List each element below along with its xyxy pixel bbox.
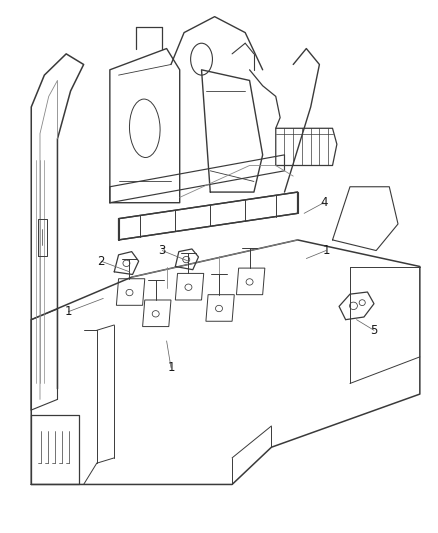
Text: 1: 1 — [65, 305, 72, 318]
Text: 5: 5 — [370, 324, 378, 337]
Text: 4: 4 — [320, 196, 328, 209]
Text: 3: 3 — [159, 244, 166, 257]
Text: 1: 1 — [322, 244, 330, 257]
Text: 1: 1 — [167, 361, 175, 374]
Text: 2: 2 — [97, 255, 105, 268]
